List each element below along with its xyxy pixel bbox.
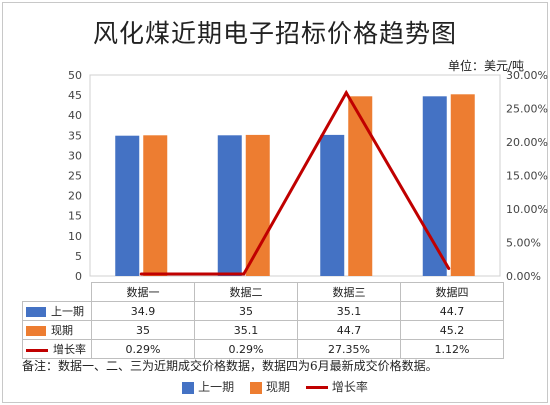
table-cell: 44.7 (297, 320, 401, 340)
table-cell: 35 (194, 301, 298, 321)
category-label: 数据三 (297, 282, 401, 302)
bar-previous (217, 135, 242, 276)
plot-area (89, 74, 501, 277)
y-left-tick-label: 15 (68, 210, 82, 223)
table-cell: 45.2 (400, 320, 504, 340)
footnote: 备注：数据一、二、三为近期成交价格数据，数据四为6月最新成交价格数据。 (22, 359, 438, 373)
table-cell: 34.9 (91, 301, 195, 321)
y-right-tick-label: 25.00% (506, 103, 548, 116)
table-cell: 35 (91, 320, 195, 340)
bar-current (348, 96, 373, 276)
y-right-tick-label: 5.00% (506, 237, 541, 250)
category-label: 数据一 (91, 282, 195, 302)
bar-current (143, 135, 168, 276)
table-cell: 35.1 (194, 320, 298, 340)
legend-item-current: 现期 (249, 378, 290, 395)
legend-item-previous: 上一期 (182, 378, 234, 395)
legend-swatch (305, 386, 328, 389)
growth-rate-point (139, 272, 143, 276)
table-cell: 35.1 (297, 301, 401, 321)
growth-rate-point (242, 272, 246, 276)
y-left-tick-label: 10 (68, 230, 82, 243)
series-name: 上一期 (51, 305, 84, 318)
category-label: 数据二 (194, 282, 298, 302)
y-left-tick-label: 40 (68, 109, 82, 122)
table-cell: 44.7 (400, 301, 504, 321)
series-name: 增长率 (53, 343, 86, 356)
y-left-tick-label: 5 (75, 250, 82, 263)
series-name: 现期 (51, 324, 73, 337)
legend-label: 上一期 (198, 380, 235, 394)
y-right-tick-label: 0.00% (506, 270, 541, 283)
legend-label: 增长率 (331, 380, 368, 394)
data-table-row-current: 现期 35 35.1 44.7 45.2 (22, 320, 504, 340)
data-table-row-previous: 上一期 34.9 35 35.1 44.7 (22, 301, 504, 321)
y-left-tick-label: 45 (68, 89, 82, 102)
table-cell: 0.29% (194, 339, 298, 359)
previous-series-swatch (26, 307, 46, 317)
chart-legend: 上一期 现期 增长率 (0, 378, 550, 395)
bar-previous (422, 96, 447, 276)
y-left-tick-label: 30 (68, 149, 82, 162)
y-left-tick-label: 50 (68, 69, 82, 82)
category-label: 数据四 (400, 282, 504, 302)
data-table: 数据一 数据二 数据三 数据四 上一期 34.9 35 35.1 44.7 现期… (22, 282, 504, 359)
growth-rate-point (447, 266, 451, 270)
table-cell: 1.12% (400, 339, 504, 359)
table-cell: 0.29% (91, 339, 195, 359)
y-left-tick-label: 20 (68, 190, 82, 203)
data-table-row-growth: 增长率 0.29% 0.29% 27.35% 1.12% (22, 339, 504, 359)
unit-label: 单位：美元/吨 (447, 59, 524, 73)
bar-current (245, 134, 270, 276)
bar-previous (115, 135, 140, 276)
table-cell: 27.35% (297, 339, 401, 359)
y-left-tick-label: 0 (75, 270, 82, 283)
y-right-tick-label: 15.00% (506, 170, 548, 183)
chart-title: 风化煤近期电子招标价格趋势图 (92, 19, 457, 48)
y-right-tick-label: 30.00% (506, 69, 548, 82)
growth-rate-point (344, 91, 348, 95)
bar-previous (320, 134, 345, 276)
legend-item-growth: 增长率 (305, 378, 368, 395)
y-left-tick-label: 25 (68, 170, 82, 183)
legend-swatch (182, 381, 195, 394)
growth-series-swatch (26, 348, 48, 352)
legend-swatch (249, 381, 262, 394)
legend-label: 现期 (265, 380, 290, 394)
y-left-tick-label: 35 (68, 129, 82, 142)
data-table-header-row: 数据一 数据二 数据三 数据四 (22, 282, 504, 302)
growth-rate-line (141, 89, 451, 276)
current-series-swatch (26, 326, 46, 336)
y-right-tick-label: 10.00% (506, 203, 548, 216)
y-right-tick-label: 20.00% (506, 136, 548, 149)
bar-current (450, 94, 475, 277)
